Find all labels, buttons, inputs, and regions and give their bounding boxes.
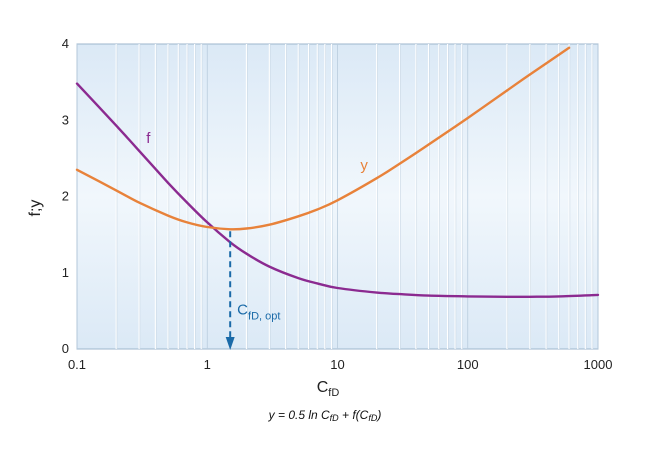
optimum-label: CfD, opt: [237, 302, 280, 323]
y-tick-label: 3: [62, 112, 69, 127]
annotation-layer: CfD, opt f y: [146, 130, 368, 350]
series-label-y: y: [360, 157, 368, 174]
x-tick-label: 1000: [584, 357, 613, 372]
grid: [76, 44, 599, 349]
series-line-f: [75, 82, 600, 299]
x-tick-label: 10: [330, 357, 344, 372]
y-tick-label: 1: [62, 265, 69, 280]
ticks-layer: 0.1 1 10 100 1000 0 1 2 3 4: [62, 36, 613, 372]
x-tick-label: 100: [457, 357, 479, 372]
series-label-f: f: [146, 130, 151, 147]
optimum-arrowhead: [225, 337, 235, 350]
y-axis-title: f;y: [27, 200, 44, 217]
x-tick-label: 1: [204, 357, 211, 372]
y-tick-label: 4: [62, 36, 69, 51]
series-line-y: [75, 46, 571, 231]
x-tick-label: 0.1: [68, 357, 86, 372]
series-layer: [75, 46, 600, 299]
y-tick-label: 2: [62, 189, 69, 204]
y-tick-label: 0: [62, 341, 69, 356]
x-axis-title: CfD: [317, 379, 340, 399]
formula-caption: y = 0.5 ln CfD + f(CfD): [268, 408, 382, 423]
